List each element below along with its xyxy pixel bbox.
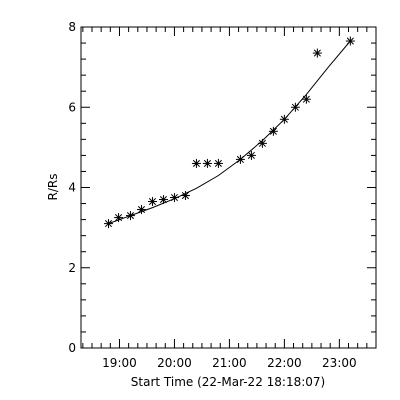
- x-tick-label: 23:00: [322, 356, 357, 370]
- data-point: [136, 205, 146, 215]
- data-point: [290, 102, 300, 112]
- data-point: [235, 154, 245, 164]
- data-point: [180, 191, 190, 201]
- y-tick-label: 2: [68, 261, 76, 275]
- x-axis-ticks: 19:00 20:00 21:00 22:00 23:00: [82, 27, 377, 370]
- data-point: [246, 150, 256, 160]
- x-tick-label: 20:00: [157, 356, 192, 370]
- data-points: [103, 36, 355, 229]
- data-point: [202, 158, 212, 168]
- x-tick-label: 19:00: [102, 356, 137, 370]
- y-tick-label: 8: [68, 20, 76, 34]
- data-point: [301, 94, 311, 104]
- y-axis-label: R/Rs: [46, 174, 60, 201]
- data-point: [268, 126, 278, 136]
- plot-frame: [80, 26, 377, 349]
- data-point: [312, 48, 322, 58]
- data-point: [345, 36, 355, 46]
- y-tick-label: 0: [68, 341, 76, 355]
- y-axis-ticks: 0 2 4 6 8: [68, 20, 376, 355]
- data-point: [169, 193, 179, 203]
- x-tick-label: 21:00: [212, 356, 247, 370]
- data-point: [213, 158, 223, 168]
- x-tick-label: 22:00: [267, 356, 302, 370]
- data-point: [114, 213, 124, 223]
- data-point: [103, 219, 113, 229]
- data-point: [125, 211, 135, 221]
- data-point: [147, 197, 157, 207]
- y-tick-label: 4: [68, 181, 76, 195]
- data-point: [279, 114, 289, 124]
- data-point: [257, 138, 267, 148]
- y-tick-label: 6: [68, 100, 76, 114]
- x-axis-label: Start Time (22-Mar-22 18:18:07): [131, 375, 325, 389]
- data-point: [191, 158, 201, 168]
- data-point: [158, 195, 168, 205]
- fit-curve: [108, 40, 351, 225]
